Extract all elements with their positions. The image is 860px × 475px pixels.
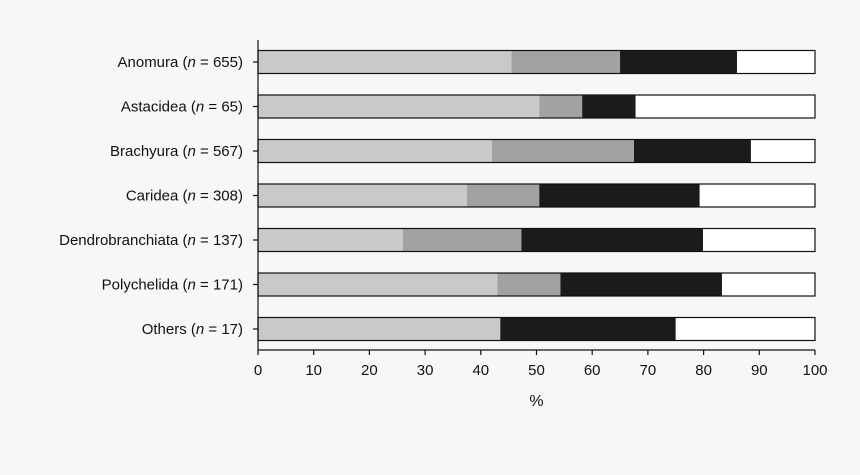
bar-segment (402, 228, 522, 252)
x-tick-label: 100 (802, 362, 827, 379)
x-tick-label: 90 (751, 362, 768, 379)
bar-segment (675, 317, 815, 341)
bar-segment (258, 273, 498, 296)
x-tick-label: 0 (254, 362, 262, 379)
x-tick-label: 70 (640, 362, 657, 379)
bar-segment (633, 139, 751, 163)
axes-layer (253, 40, 816, 355)
bar-segment (699, 184, 815, 207)
category-label: Others (n = 17) (142, 321, 243, 338)
bar-segment (258, 228, 403, 252)
bar-segment (497, 273, 561, 296)
bar-segment (737, 50, 815, 74)
bar-segment (620, 50, 738, 74)
x-tick-label: 30 (417, 362, 434, 379)
labels-layer: Anomura (n = 655) Astacidea (n = 65) Brach… (59, 54, 827, 379)
bar-segment (466, 184, 540, 207)
bar-segment (258, 139, 492, 163)
bar-segment (491, 139, 634, 163)
category-label: Caridea (n = 308) (126, 188, 243, 205)
bar-segment (511, 50, 621, 74)
bar-segment (721, 273, 815, 296)
bars-layer (257, 49, 816, 342)
bar-segment (750, 139, 815, 163)
x-axis-label: % (529, 393, 543, 410)
x-tick-label: 60 (584, 362, 601, 379)
bar-segment (703, 228, 815, 252)
category-label: Astacidea (n = 65) (121, 99, 243, 116)
bar-segment (258, 184, 467, 207)
bar-segment (258, 50, 512, 74)
bar-segment (560, 273, 722, 296)
x-tick-label: 10 (305, 362, 322, 379)
category-label: Dendrobranchiata (n = 137) (59, 232, 243, 249)
x-tick-label: 50 (528, 362, 545, 379)
x-tick-label: 20 (361, 362, 378, 379)
category-label: Anomura (n = 655) (118, 54, 244, 71)
x-tick-label: 40 (472, 362, 489, 379)
bar-segment (258, 317, 501, 341)
bar-segment (258, 95, 540, 118)
x-tick-label: 80 (695, 362, 712, 379)
bar-segment (539, 95, 583, 118)
bar-segment (582, 95, 636, 118)
category-label: Polychelida (n = 171) (102, 277, 243, 294)
bar-segment (539, 184, 700, 207)
bar-segment (635, 95, 815, 118)
bar-segment (521, 228, 704, 252)
bar-segment (500, 317, 676, 341)
category-label: Brachyura (n = 567) (110, 143, 243, 160)
